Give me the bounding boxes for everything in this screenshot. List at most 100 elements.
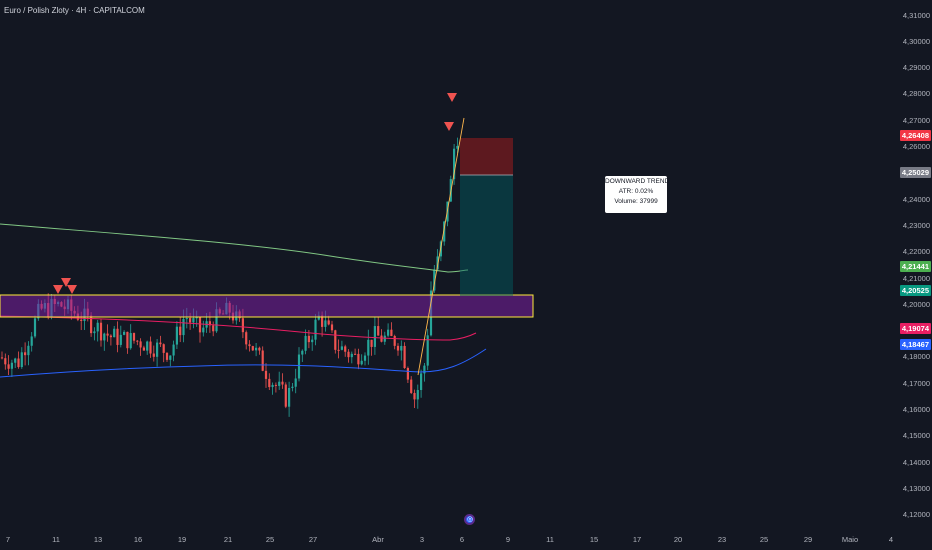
candle-body: [165, 352, 169, 360]
price-axis[interactable]: 4,31000 4,30000 4,29000 4,28000 4,27000 4,260…: [895, 0, 932, 530]
candle-body: [189, 318, 192, 323]
candle-body: [17, 358, 20, 368]
time-tick: 19: [177, 535, 187, 544]
candle-body: [24, 352, 27, 356]
time-tick: 11: [52, 535, 60, 544]
time-tick: 13: [93, 535, 103, 544]
candle-body: [80, 319, 83, 321]
time-axis[interactable]: 7 11 13 16 19 21 25 27 Abr 3 6 9 11 15 17 20 23 25 29 Maio 4: [0, 530, 932, 550]
candle-body: [387, 329, 390, 336]
price-tag: 4,26408: [899, 130, 931, 142]
candle-body: [20, 352, 23, 368]
candle-body: [373, 326, 376, 347]
candle-body: [30, 336, 33, 346]
candle-body: [93, 331, 96, 334]
price-chart[interactable]: [0, 0, 895, 530]
time-tick: 11: [546, 535, 554, 544]
time-tick: 29: [803, 535, 813, 544]
candle-body: [245, 332, 248, 345]
candle-body: [311, 339, 314, 343]
candle-body: [258, 347, 261, 351]
candle-body: [420, 373, 423, 391]
resistance-zone: [0, 294, 534, 318]
time-tick: 21: [223, 535, 233, 544]
time-tick: 16: [133, 535, 143, 544]
candle-body: [400, 345, 403, 351]
sell-signal-icon: [53, 285, 63, 294]
candle-body: [360, 360, 363, 365]
candle-body: [132, 333, 136, 341]
candle-body: [119, 334, 122, 345]
candle-body: [268, 378, 271, 388]
candle-body: [284, 384, 287, 407]
candle-body: [271, 384, 274, 388]
candle-body: [14, 358, 17, 363]
candle-body: [185, 318, 188, 320]
candle-body: [370, 339, 373, 347]
candle-body: [175, 326, 178, 345]
candle-body: [202, 327, 205, 333]
candle-body: [90, 315, 93, 334]
time-tick: Maio: [841, 535, 859, 544]
candle-body: [261, 350, 264, 371]
candle-body: [136, 340, 139, 342]
candle-body: [314, 319, 317, 340]
candle-body: [146, 341, 149, 351]
candle-body: [192, 318, 195, 323]
candle-body: [410, 379, 413, 393]
sell-signal-icon: [447, 93, 457, 102]
candle-body: [0, 357, 4, 359]
candle-body: [172, 344, 175, 356]
candle-body: [443, 221, 446, 242]
time-tick: 27: [308, 535, 318, 544]
candle-body: [33, 318, 37, 337]
candle-body: [251, 346, 254, 351]
candle-body: [208, 321, 211, 326]
tooltip-trend: DOWNWARD TREND: [605, 178, 670, 185]
sell-signal-icon: [61, 278, 71, 287]
candle-body: [330, 324, 334, 331]
price-tick: 4,18000: [902, 352, 930, 362]
candle-body: [255, 347, 258, 351]
chart-area[interactable]: Euro / Polish Zloty · 4H · CAPITALCOM DO…: [0, 0, 895, 530]
candle-body: [317, 315, 320, 320]
candle-body: [363, 355, 367, 361]
candle-body: [126, 331, 129, 349]
candle-body: [301, 350, 304, 355]
calendar-event-icon[interactable]: ◎: [464, 514, 475, 525]
candle-body: [113, 328, 116, 338]
price-tick: 4,31000: [902, 10, 930, 20]
price-tick: 4,13000: [902, 483, 930, 493]
candle-body: [324, 320, 327, 327]
candle-body: [436, 256, 439, 270]
symbol-title[interactable]: Euro / Polish Zloty · 4H · CAPITALCOM: [4, 6, 145, 15]
price-tick: 4,16000: [902, 405, 930, 414]
price-tick: 4,21000: [902, 273, 930, 283]
price-tick: 4,12000: [902, 510, 930, 520]
candle-body: [179, 326, 182, 336]
candle-body: [248, 344, 251, 347]
candle-body: [116, 328, 119, 345]
candle-body: [396, 345, 400, 351]
price-tick: 4,24000: [902, 194, 930, 204]
candle-body: [416, 390, 419, 400]
candle-body: [142, 347, 145, 351]
time-tick: 6: [459, 535, 465, 544]
price-tag: 4,18467: [899, 339, 931, 351]
candle-body: [7, 364, 10, 369]
take-profit-zone: [460, 175, 513, 296]
time-tick: 17: [632, 535, 642, 544]
candle-body: [294, 378, 297, 387]
price-tick: 4,26000: [902, 142, 930, 151]
price-tag: 4,21441: [899, 260, 931, 272]
price-tick: 4,20000: [902, 299, 930, 309]
candle-body: [321, 315, 324, 327]
candle-body: [390, 329, 393, 336]
candle-body: [198, 317, 202, 333]
stop-loss-zone: [460, 138, 513, 175]
sell-signal-icon: [67, 285, 77, 294]
candle-body: [162, 344, 165, 353]
time-tick: 7: [5, 535, 11, 544]
candle-body: [109, 335, 112, 338]
price-tick: 4,23000: [902, 220, 930, 230]
